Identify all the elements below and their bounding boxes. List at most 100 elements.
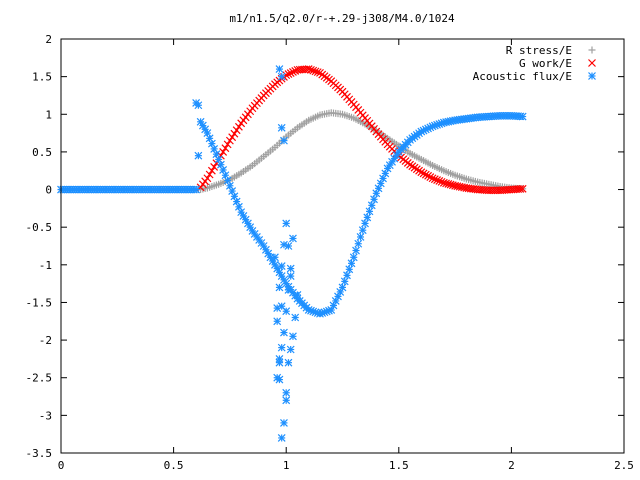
data-point: [277, 123, 286, 132]
chart-title: m1/n1.5/q2.0/r-+.29-j308/M4.0/1024: [229, 12, 455, 25]
data-point: [192, 185, 201, 194]
y-tick-label: 1: [45, 108, 52, 121]
data-point: [352, 246, 360, 255]
data-point: [518, 184, 527, 193]
legend-marker: [588, 72, 596, 80]
data-point: [223, 140, 232, 149]
data-point: [284, 285, 293, 294]
data-point: [343, 271, 351, 280]
data-point: [228, 133, 237, 142]
data-point: [311, 67, 320, 76]
data-point: [210, 163, 219, 171]
data-point: [358, 226, 367, 235]
data-point: [277, 343, 286, 352]
y-tick-label: -3.5: [26, 447, 53, 460]
data-point: [439, 178, 448, 187]
data-point: [448, 181, 457, 190]
data-point: [273, 373, 282, 382]
data-point: [437, 177, 446, 186]
data-point: [361, 219, 369, 228]
data-point: [273, 317, 282, 326]
legend-label: Acoustic flux/E: [473, 70, 572, 83]
data-point: [430, 175, 439, 184]
data-point: [205, 170, 214, 179]
data-point: [282, 219, 291, 228]
data-point: [219, 147, 228, 156]
y-ticks: 2 1.5 1 0.5 0 -0.5 -1 -1.5 -2 -2.5 -3 -3.5: [26, 33, 624, 460]
data-point: [291, 66, 300, 75]
data-point: [370, 195, 378, 204]
data-point: [424, 171, 433, 180]
data-point: [421, 170, 430, 179]
x-tick-label: 2.5: [614, 459, 634, 472]
data-point: [194, 151, 203, 160]
legend-marker: [588, 59, 596, 67]
data-point: [419, 169, 428, 178]
data-point: [367, 201, 376, 210]
y-tick-label: -2.5: [26, 372, 53, 385]
data-point: [284, 70, 293, 79]
data-point: [289, 332, 297, 341]
data-point: [426, 173, 435, 181]
data-point: [338, 283, 347, 292]
data-point: [271, 253, 279, 262]
data-point: [349, 253, 358, 262]
data-point: [234, 122, 243, 131]
data-point: [286, 264, 295, 273]
data-point: [309, 66, 318, 75]
data-point: [293, 291, 302, 299]
data-point: [284, 358, 293, 367]
data-point: [230, 129, 239, 138]
data-point: [225, 136, 234, 145]
y-tick-label: 0: [45, 184, 52, 197]
data-point: [232, 126, 241, 135]
data-point: [277, 262, 286, 270]
y-tick-label: -1.5: [26, 296, 53, 309]
data-point: [194, 101, 203, 110]
data-point: [433, 176, 442, 184]
data-point: [435, 177, 444, 185]
data-point: [277, 434, 286, 442]
data-point: [277, 302, 286, 311]
data-point: [442, 179, 451, 188]
data-point: [234, 202, 243, 211]
x-tick-label: 2: [508, 459, 515, 472]
data-point: [417, 168, 426, 177]
data-point: [275, 358, 284, 367]
y-tick-label: 2: [45, 33, 52, 46]
legend-marker: [588, 46, 596, 54]
series-1: [196, 65, 527, 195]
data-point: [347, 259, 356, 268]
x-tick-label: 0.5: [164, 459, 184, 472]
data-point: [221, 144, 230, 153]
data-point: [277, 72, 286, 81]
x-ticks: 0 0.5 1 1.5 2 2.5: [58, 39, 634, 472]
data-point: [356, 233, 365, 241]
legend-label: R stress/E: [506, 44, 572, 57]
legend-label: G work/E: [519, 57, 572, 70]
data-point: [446, 180, 455, 189]
data-point: [304, 65, 313, 74]
data-point: [354, 239, 363, 248]
y-tick-label: -2: [39, 334, 52, 347]
data-point: [516, 185, 525, 193]
data-point: [280, 136, 288, 145]
data-point: [345, 265, 354, 274]
series-2: [57, 65, 527, 442]
y-tick-label: -0.5: [26, 221, 53, 234]
data-point: [444, 180, 453, 188]
data-point: [313, 68, 322, 77]
data-point: [286, 272, 295, 281]
data-point: [282, 396, 291, 405]
data-point: [286, 345, 295, 354]
data-point: [280, 240, 288, 249]
plot-area: [57, 65, 527, 442]
data-point: [280, 418, 288, 427]
data-point: [203, 174, 212, 183]
plot-frame: [60, 38, 625, 454]
data-point: [282, 71, 291, 80]
data-point: [289, 68, 297, 76]
data-point: [363, 213, 372, 222]
data-point: [282, 388, 291, 397]
y-tick-label: -3: [39, 409, 52, 422]
